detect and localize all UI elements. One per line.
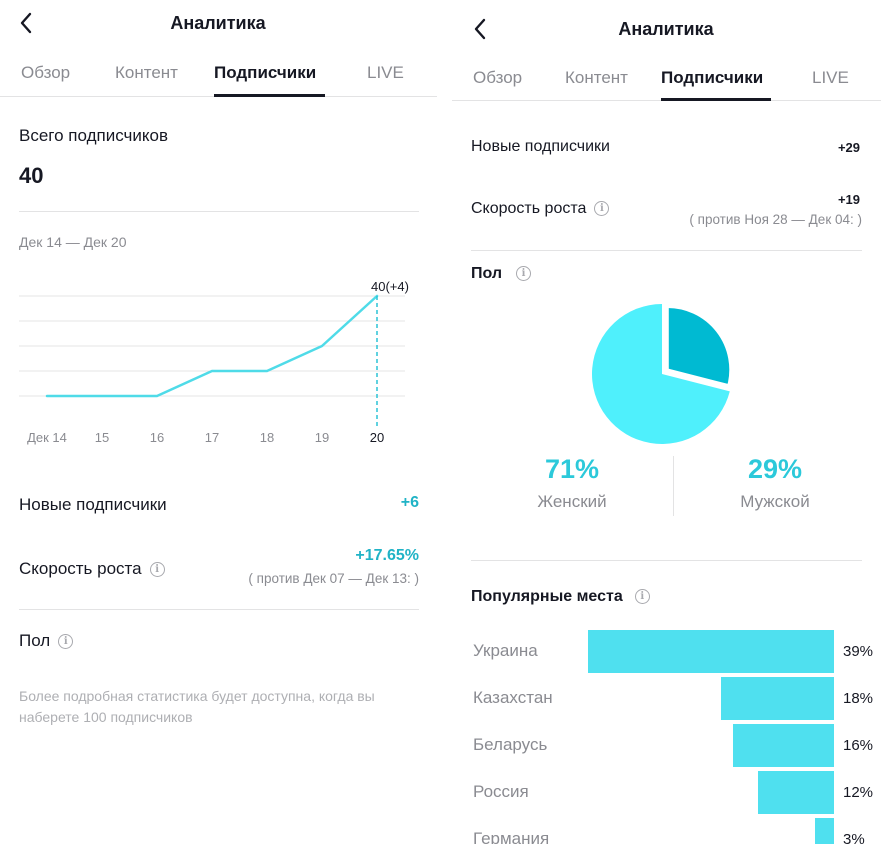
info-icon[interactable]: i: [516, 266, 532, 282]
tab-overview[interactable]: Обзор: [473, 68, 523, 87]
total-followers-label: Всего подписчиков: [19, 126, 168, 145]
new-followers-value: +6: [400, 494, 419, 511]
x-tick-label: 19: [315, 430, 329, 445]
info-icon[interactable]: i: [634, 589, 650, 605]
place-bar: [815, 818, 834, 844]
female-label: Женский: [537, 492, 607, 511]
gender-label: Пол i: [19, 631, 74, 651]
x-tick-label: 15: [95, 430, 109, 445]
divider: [19, 211, 419, 212]
new-followers-label: Новые подписчики: [471, 138, 610, 155]
place-percent: 18%: [843, 690, 874, 707]
note-line-1: Более подробная статистика будет доступн…: [19, 688, 375, 704]
place-percent: 39%: [843, 643, 874, 660]
place-name: Украина: [473, 641, 538, 660]
growth-compare: ( против Ноя 28 — Дек 04: ): [689, 212, 862, 227]
active-tab-indicator: [214, 94, 325, 97]
place-name: Германия: [473, 829, 550, 844]
gender-pie-chart: [592, 304, 732, 444]
place-percent: 12%: [843, 784, 874, 801]
pie-slice-male: [666, 305, 732, 387]
place-bar: [720, 677, 834, 720]
place-name: Беларусь: [473, 735, 548, 754]
new-followers-label: Новые подписчики: [19, 495, 167, 514]
active-tab-indicator: [661, 98, 771, 101]
tab-followers[interactable]: Подписчики: [661, 68, 764, 87]
gender-label-text: Пол: [471, 265, 503, 282]
growth-rate-label: Скорость роста i: [19, 559, 165, 579]
place-bar: [588, 630, 834, 673]
place-percent: 3%: [843, 831, 865, 844]
growth-rate-label: Скорость роста i: [471, 200, 610, 218]
note-line-2: наберете 100 подписчиков: [19, 709, 193, 725]
gender-label-text: Пол: [19, 631, 51, 650]
back-arrow-icon[interactable]: [472, 17, 488, 41]
gender-divider: [673, 456, 674, 516]
info-icon[interactable]: i: [149, 562, 165, 578]
tab-live[interactable]: LIVE: [367, 63, 404, 82]
x-tick-label: 16: [150, 430, 164, 445]
divider: [471, 560, 862, 561]
place-name: Казахстан: [473, 688, 553, 707]
growth-compare: ( против Дек 07 — Дек 13: ): [248, 571, 419, 586]
highlight-annotation: 40(+4): [371, 279, 409, 294]
male-percent: 29%: [747, 454, 803, 484]
followers-line-chart: Дек 14 15 16 17 18 19 20 40(+4): [19, 279, 409, 445]
info-icon[interactable]: i: [594, 201, 610, 217]
place-name: Россия: [473, 782, 529, 801]
total-followers-value: 40: [19, 163, 44, 188]
right-screen: Аналитика Обзор Контент Подписчики LIVE …: [452, 0, 881, 844]
divider: [471, 250, 862, 251]
place-bar: [758, 771, 834, 814]
x-tick-label: 20: [370, 430, 384, 445]
pie-slice-female: [592, 304, 730, 444]
page-title: Аналитика: [170, 13, 266, 33]
date-range: Дек 14 — Дек 20: [19, 234, 127, 250]
tab-live[interactable]: LIVE: [812, 68, 849, 87]
back-arrow-icon[interactable]: [18, 11, 34, 35]
x-tick-label: Дек 14: [27, 430, 67, 445]
page-title: Аналитика: [618, 19, 714, 39]
x-tick-label: 17: [205, 430, 219, 445]
tab-content[interactable]: Контент: [565, 68, 628, 87]
tab-followers[interactable]: Подписчики: [214, 63, 317, 82]
growth-rate-label-text: Скорость роста: [19, 559, 142, 578]
x-tick-label: 18: [260, 430, 274, 445]
place-bar: [733, 724, 834, 767]
info-icon[interactable]: i: [58, 634, 74, 650]
tab-overview[interactable]: Обзор: [21, 63, 71, 82]
male-label: Мужской: [740, 492, 810, 511]
places-label-text: Популярные места: [471, 588, 623, 605]
line-series: [45, 294, 379, 398]
place-percent: 16%: [843, 737, 874, 754]
new-followers-value: +29: [837, 140, 860, 155]
places-label: Популярные места i: [471, 588, 650, 606]
left-screen: Аналитика Обзор Контент Подписчики LIVE …: [0, 0, 437, 844]
tab-content[interactable]: Контент: [115, 63, 178, 82]
growth-rate-value: +19: [837, 192, 860, 207]
growth-rate-value: +17.65%: [355, 547, 419, 564]
divider: [19, 609, 419, 610]
growth-rate-label-text: Скорость роста: [471, 200, 587, 217]
gender-label: Пол i: [471, 265, 532, 283]
female-percent: 71%: [544, 454, 600, 484]
